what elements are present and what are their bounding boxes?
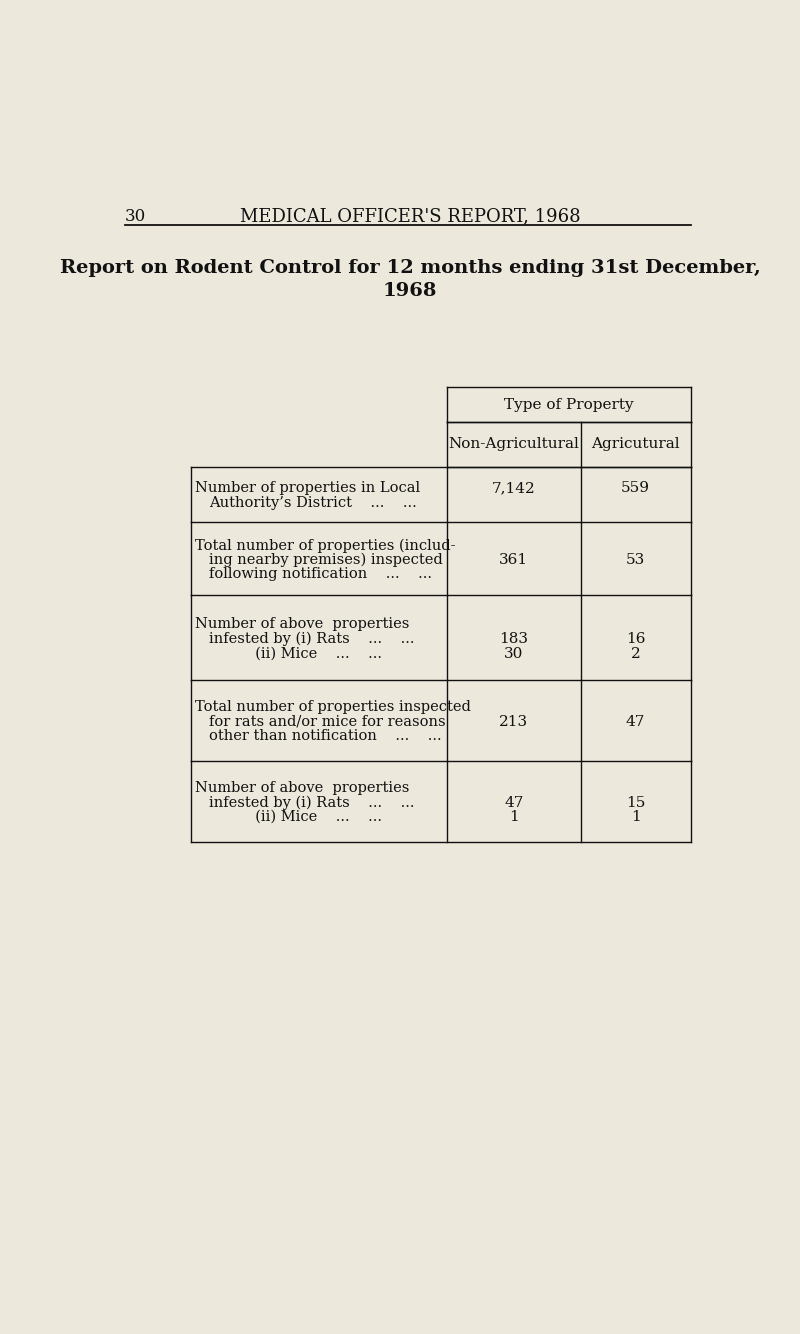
Text: MEDICAL OFFICER'S REPORT, 1968: MEDICAL OFFICER'S REPORT, 1968 — [240, 208, 580, 225]
Text: 30: 30 — [504, 647, 523, 660]
Text: Number of above  properties: Number of above properties — [195, 780, 410, 795]
Text: for rats and/or mice for reasons: for rats and/or mice for reasons — [210, 715, 446, 728]
Text: following notification    ...    ...: following notification ... ... — [210, 567, 432, 582]
Text: Type of Property: Type of Property — [504, 398, 634, 412]
Text: 213: 213 — [499, 715, 529, 728]
Text: 1: 1 — [509, 810, 518, 824]
Text: 2: 2 — [630, 647, 640, 660]
Text: Number of above  properties: Number of above properties — [195, 618, 410, 631]
Text: 1: 1 — [630, 810, 640, 824]
Text: Authority’s District    ...    ...: Authority’s District ... ... — [210, 496, 417, 510]
Text: Total number of properties inspected: Total number of properties inspected — [195, 700, 471, 714]
Text: infested by (i) Rats    ...    ...: infested by (i) Rats ... ... — [210, 632, 414, 646]
Text: Total number of properties (includ-: Total number of properties (includ- — [195, 538, 456, 552]
Text: 1968: 1968 — [383, 281, 437, 300]
Text: (ii) Mice    ...    ...: (ii) Mice ... ... — [210, 810, 382, 824]
Text: 361: 361 — [499, 554, 529, 567]
Text: 7,142: 7,142 — [492, 482, 536, 495]
Text: ing nearby premises) inspected: ing nearby premises) inspected — [210, 552, 443, 567]
Text: 30: 30 — [125, 208, 146, 225]
Text: 183: 183 — [499, 632, 528, 646]
Text: Report on Rodent Control for 12 months ending 31st December,: Report on Rodent Control for 12 months e… — [60, 259, 760, 276]
Text: (ii) Mice    ...    ...: (ii) Mice ... ... — [210, 647, 382, 660]
Text: other than notification    ...    ...: other than notification ... ... — [210, 730, 442, 743]
Text: 15: 15 — [626, 795, 646, 810]
Text: infested by (i) Rats    ...    ...: infested by (i) Rats ... ... — [210, 795, 414, 810]
Text: 47: 47 — [504, 795, 523, 810]
Text: Non-Agricultural: Non-Agricultural — [449, 438, 579, 451]
Text: 53: 53 — [626, 554, 645, 567]
Text: 47: 47 — [626, 715, 646, 728]
Text: Number of properties in Local: Number of properties in Local — [195, 482, 421, 495]
Text: Agricutural: Agricutural — [591, 438, 680, 451]
Text: 16: 16 — [626, 632, 646, 646]
Text: 559: 559 — [621, 482, 650, 495]
